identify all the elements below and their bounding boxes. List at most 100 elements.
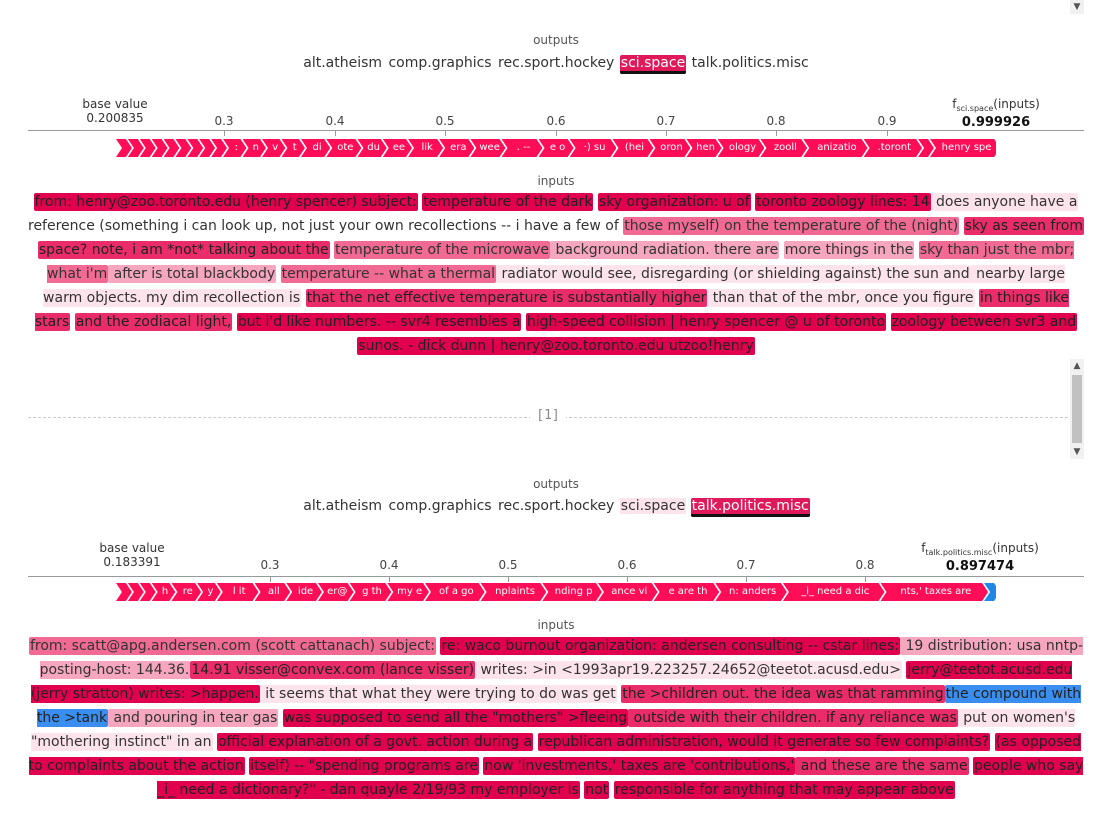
force-segment: zooll (760, 139, 807, 157)
fx-value: 0.999926 (961, 115, 1031, 131)
force-segment (199, 139, 215, 157)
force-segment: oron (649, 139, 690, 157)
force-segment: .toront (864, 139, 922, 157)
force-segment: y (197, 583, 221, 601)
input-token (276, 266, 280, 282)
input-token: and pouring in tear gas (108, 709, 279, 727)
force-segment: anizatio (803, 139, 867, 157)
outputs-title-1: outputs (533, 33, 579, 47)
input-token: writes: >in <1993apr19.223257.24652@teet… (475, 661, 902, 679)
scrollbar-thumb[interactable] (1072, 375, 1082, 443)
scroll-down-arrow-icon[interactable]: ▼ (1073, 447, 1081, 457)
axis-tick-mark (887, 131, 888, 136)
output-label[interactable]: rec.sport.hockey (498, 55, 615, 71)
axis-tick-mark (224, 131, 225, 136)
base-value-1: base value 0.200835 (82, 97, 147, 125)
input-token (533, 734, 537, 750)
force-segment: t (281, 139, 304, 157)
force-segment (918, 139, 934, 157)
input-token (609, 782, 613, 798)
output-label[interactable]: sci.space (619, 498, 687, 514)
axis-tick-label: 0.7 (656, 114, 676, 128)
fx-value: 0.897474 (945, 559, 1015, 575)
input-token: sky organization: u of (597, 193, 751, 211)
panel-index-label: [1] (530, 408, 566, 423)
base-value-number: 0.200835 (86, 111, 144, 125)
input-token: high-speed collision | henry spencer @ u… (525, 313, 887, 331)
base-value-label: base value (82, 97, 148, 111)
top-scrollbar[interactable]: ▼ (1070, 0, 1084, 14)
axis-tick-mark (270, 577, 271, 582)
force-segment: lik (408, 139, 443, 157)
force-segment: ology (718, 139, 765, 157)
input-token: more things in the (783, 241, 915, 259)
input-token: does anyone have a (930, 193, 1079, 211)
force-segment (140, 583, 156, 601)
input-token: official explanation of a govt. action d… (216, 733, 534, 751)
base-value-label: base value (99, 541, 165, 555)
force-segment: ote (326, 139, 361, 157)
input-token: temperature of the dark (422, 193, 594, 211)
force-segment: my e (387, 583, 429, 601)
base-value-number: 0.183391 (103, 555, 161, 569)
output-label[interactable]: alt.atheism (303, 55, 383, 71)
axis-tick-label: 0.6 (617, 558, 637, 572)
force-segment: nding p (542, 583, 602, 601)
output-label[interactable]: talk.politics.misc (691, 55, 809, 71)
force-segment (116, 139, 132, 157)
axis-tick-label: 0.5 (498, 558, 518, 572)
inputs-text-2: from: scatt@apg.andersen.com (scott catt… (28, 634, 1084, 802)
input-token (959, 218, 963, 234)
force-segment: h (152, 583, 176, 601)
axis-tick-mark (746, 577, 747, 582)
input-token: from: scatt@apg.andersen.com (scott catt… (28, 637, 437, 655)
axis-tick-label: 0.8 (766, 114, 786, 128)
base-value-2: base value 0.183391 (99, 541, 164, 569)
input-token: after is total blackbody (108, 265, 277, 283)
input-token: not (584, 781, 610, 799)
force-segment: ee (383, 139, 412, 157)
scroll-up-arrow-icon[interactable]: ▲ (1073, 361, 1081, 371)
input-token: and these are the same (795, 757, 969, 775)
output-label-active[interactable]: sci.space (619, 55, 687, 74)
force-segment: . -- (502, 139, 543, 157)
force-segment: (hei (612, 139, 653, 157)
middle-scrollbar[interactable]: ▲ ▼ (1070, 359, 1084, 459)
force-segment: e are th (654, 583, 720, 601)
axis-tick-mark (666, 131, 667, 136)
axis-tick-label: 0.8 (855, 558, 875, 572)
output-label[interactable]: alt.atheism (303, 498, 383, 514)
axis-tick-label: 0.6 (546, 114, 566, 128)
input-token (990, 734, 994, 750)
input-token: the >children out. the idea was that ram… (621, 685, 945, 703)
output-label[interactable]: comp.graphics (388, 498, 492, 514)
force-segment: hen (686, 139, 721, 157)
outputs-row-1: alt.atheism comp.graphics rec.sport.hock… (0, 55, 1096, 74)
scroll-down-arrow-icon[interactable]: ▼ (1073, 2, 1081, 12)
force-segment: henry spe (930, 139, 996, 157)
input-token: 14.91 visser@convex.com (lance visser) (190, 661, 476, 679)
axis-tick-label: 0.7 (736, 558, 756, 572)
force-segment: l it (217, 583, 259, 601)
force-segment: g th (350, 583, 392, 601)
fx-subscript: talk.politics.misc (925, 548, 993, 558)
force-segment: nts,' taxes are (881, 583, 989, 601)
input-token: itself) -- "spending programs are (249, 757, 479, 775)
output-label-active[interactable]: talk.politics.misc (690, 498, 810, 517)
axis-tick-mark (445, 131, 446, 136)
force-segment: all (255, 583, 291, 601)
input-token: it seems that what they were trying to d… (259, 685, 617, 703)
force-segment (128, 583, 144, 601)
input-token: toronto zoology lines: 14 (755, 193, 931, 211)
force-segment: : (223, 139, 246, 157)
inputs-text-1: from: henry@zoo.toronto.edu (henry spenc… (28, 190, 1085, 358)
inputs-title-1: inputs (537, 174, 575, 188)
output-label[interactable]: comp.graphics (388, 55, 492, 71)
force-segment: ance vi (598, 583, 658, 601)
fx-suffix: (inputs) (992, 541, 1039, 555)
force-segment: n (243, 139, 266, 157)
axis-tick-mark (556, 131, 557, 136)
output-label[interactable]: rec.sport.hockey (498, 498, 615, 514)
input-token: now 'investments,' taxes are 'contributi… (483, 757, 796, 775)
axis-tick-label: 0.3 (214, 114, 234, 128)
